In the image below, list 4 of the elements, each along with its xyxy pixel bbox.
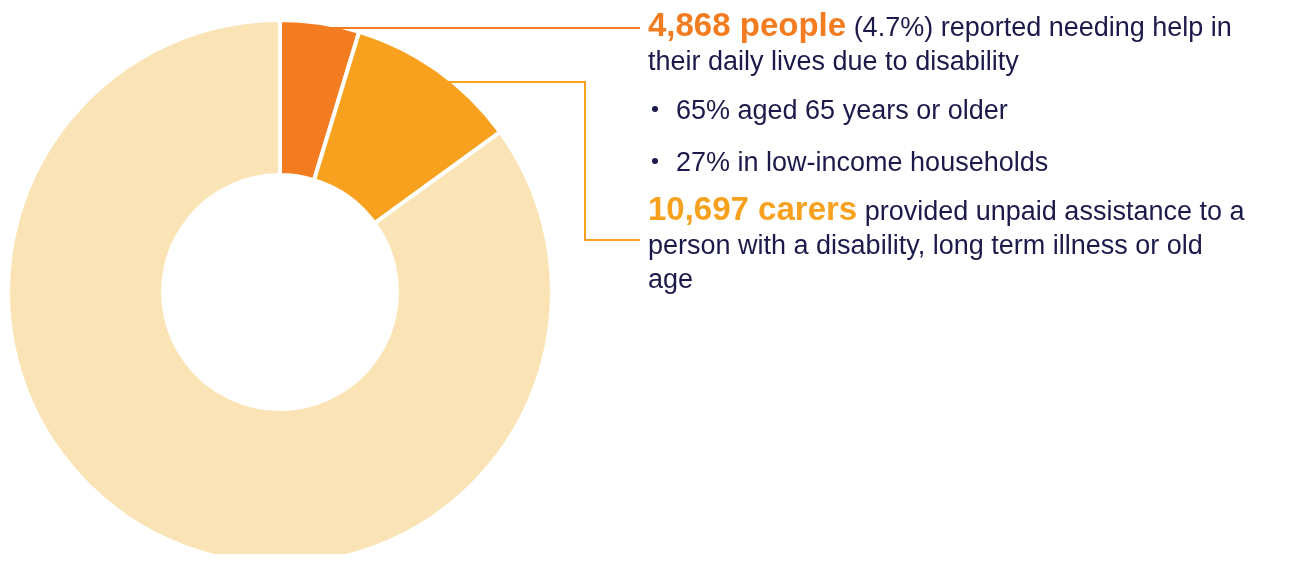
slice-label: 4,868 people	[648, 6, 847, 43]
text: 27% in low-income households	[675, 146, 1050, 179]
text: 65% aged 65 years or older	[675, 94, 1009, 127]
slice-label: 10,697 carers	[648, 190, 858, 227]
